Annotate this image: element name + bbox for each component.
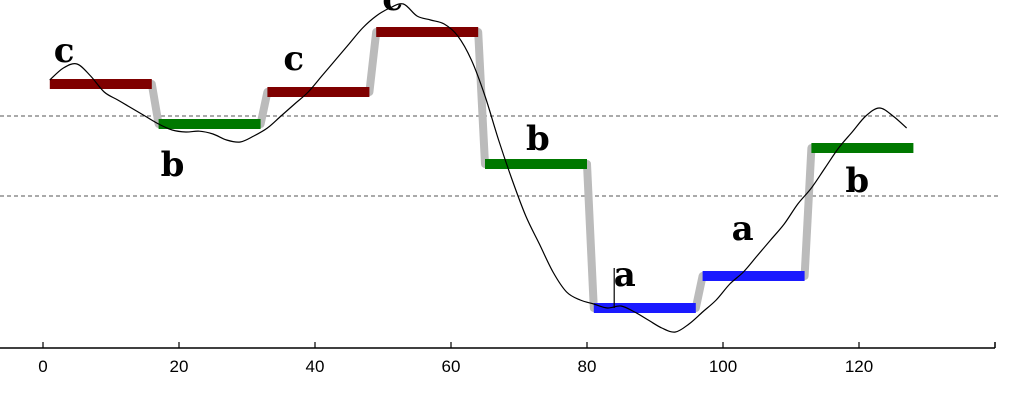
x-axis: 0 20 40 60 80 100 120	[0, 342, 996, 376]
segment-label-5: a	[614, 255, 636, 295]
segment-bar-3	[376, 27, 479, 37]
step-connector-6	[800, 144, 816, 280]
step-connector-2	[365, 28, 381, 96]
segment-labels: c b c c b a a b	[54, 0, 869, 295]
segment-bars	[49, 27, 914, 313]
step-connectors	[147, 28, 816, 312]
segment-label-3: c	[382, 0, 403, 19]
x-tick-label-6: 120	[845, 357, 873, 376]
step-connector-0	[147, 80, 163, 128]
segment-bar-0	[49, 79, 152, 89]
segment-label-2: c	[283, 39, 304, 79]
step-connector-3	[474, 28, 489, 168]
segment-bar-2	[267, 87, 370, 97]
x-tick-label-3: 60	[442, 357, 461, 376]
segment-bar-1	[158, 119, 261, 129]
step-connector-5	[691, 272, 707, 312]
x-tick-label-5: 100	[709, 357, 737, 376]
x-tick-label-0: 0	[38, 357, 47, 376]
segment-bar-4	[485, 159, 587, 169]
x-tick-label-2: 40	[306, 357, 325, 376]
step-connector-4	[583, 160, 598, 312]
segment-bar-5	[593, 303, 696, 313]
segment-label-0: c	[54, 31, 75, 71]
x-tick-label-1: 20	[170, 357, 189, 376]
signal-series	[49, 3, 907, 333]
segment-label-1: b	[161, 145, 185, 185]
step-connector-1	[256, 88, 272, 128]
x-tick-label-4: 80	[578, 357, 597, 376]
segment-label-6: a	[732, 209, 754, 249]
threshold-lines	[0, 115, 1000, 197]
signal-line-0	[49, 3, 907, 333]
segment-bar-6	[702, 271, 805, 281]
segment-bar-7	[811, 143, 914, 153]
segment-label-7: b	[845, 161, 869, 201]
segment-label-4: b	[526, 119, 550, 159]
